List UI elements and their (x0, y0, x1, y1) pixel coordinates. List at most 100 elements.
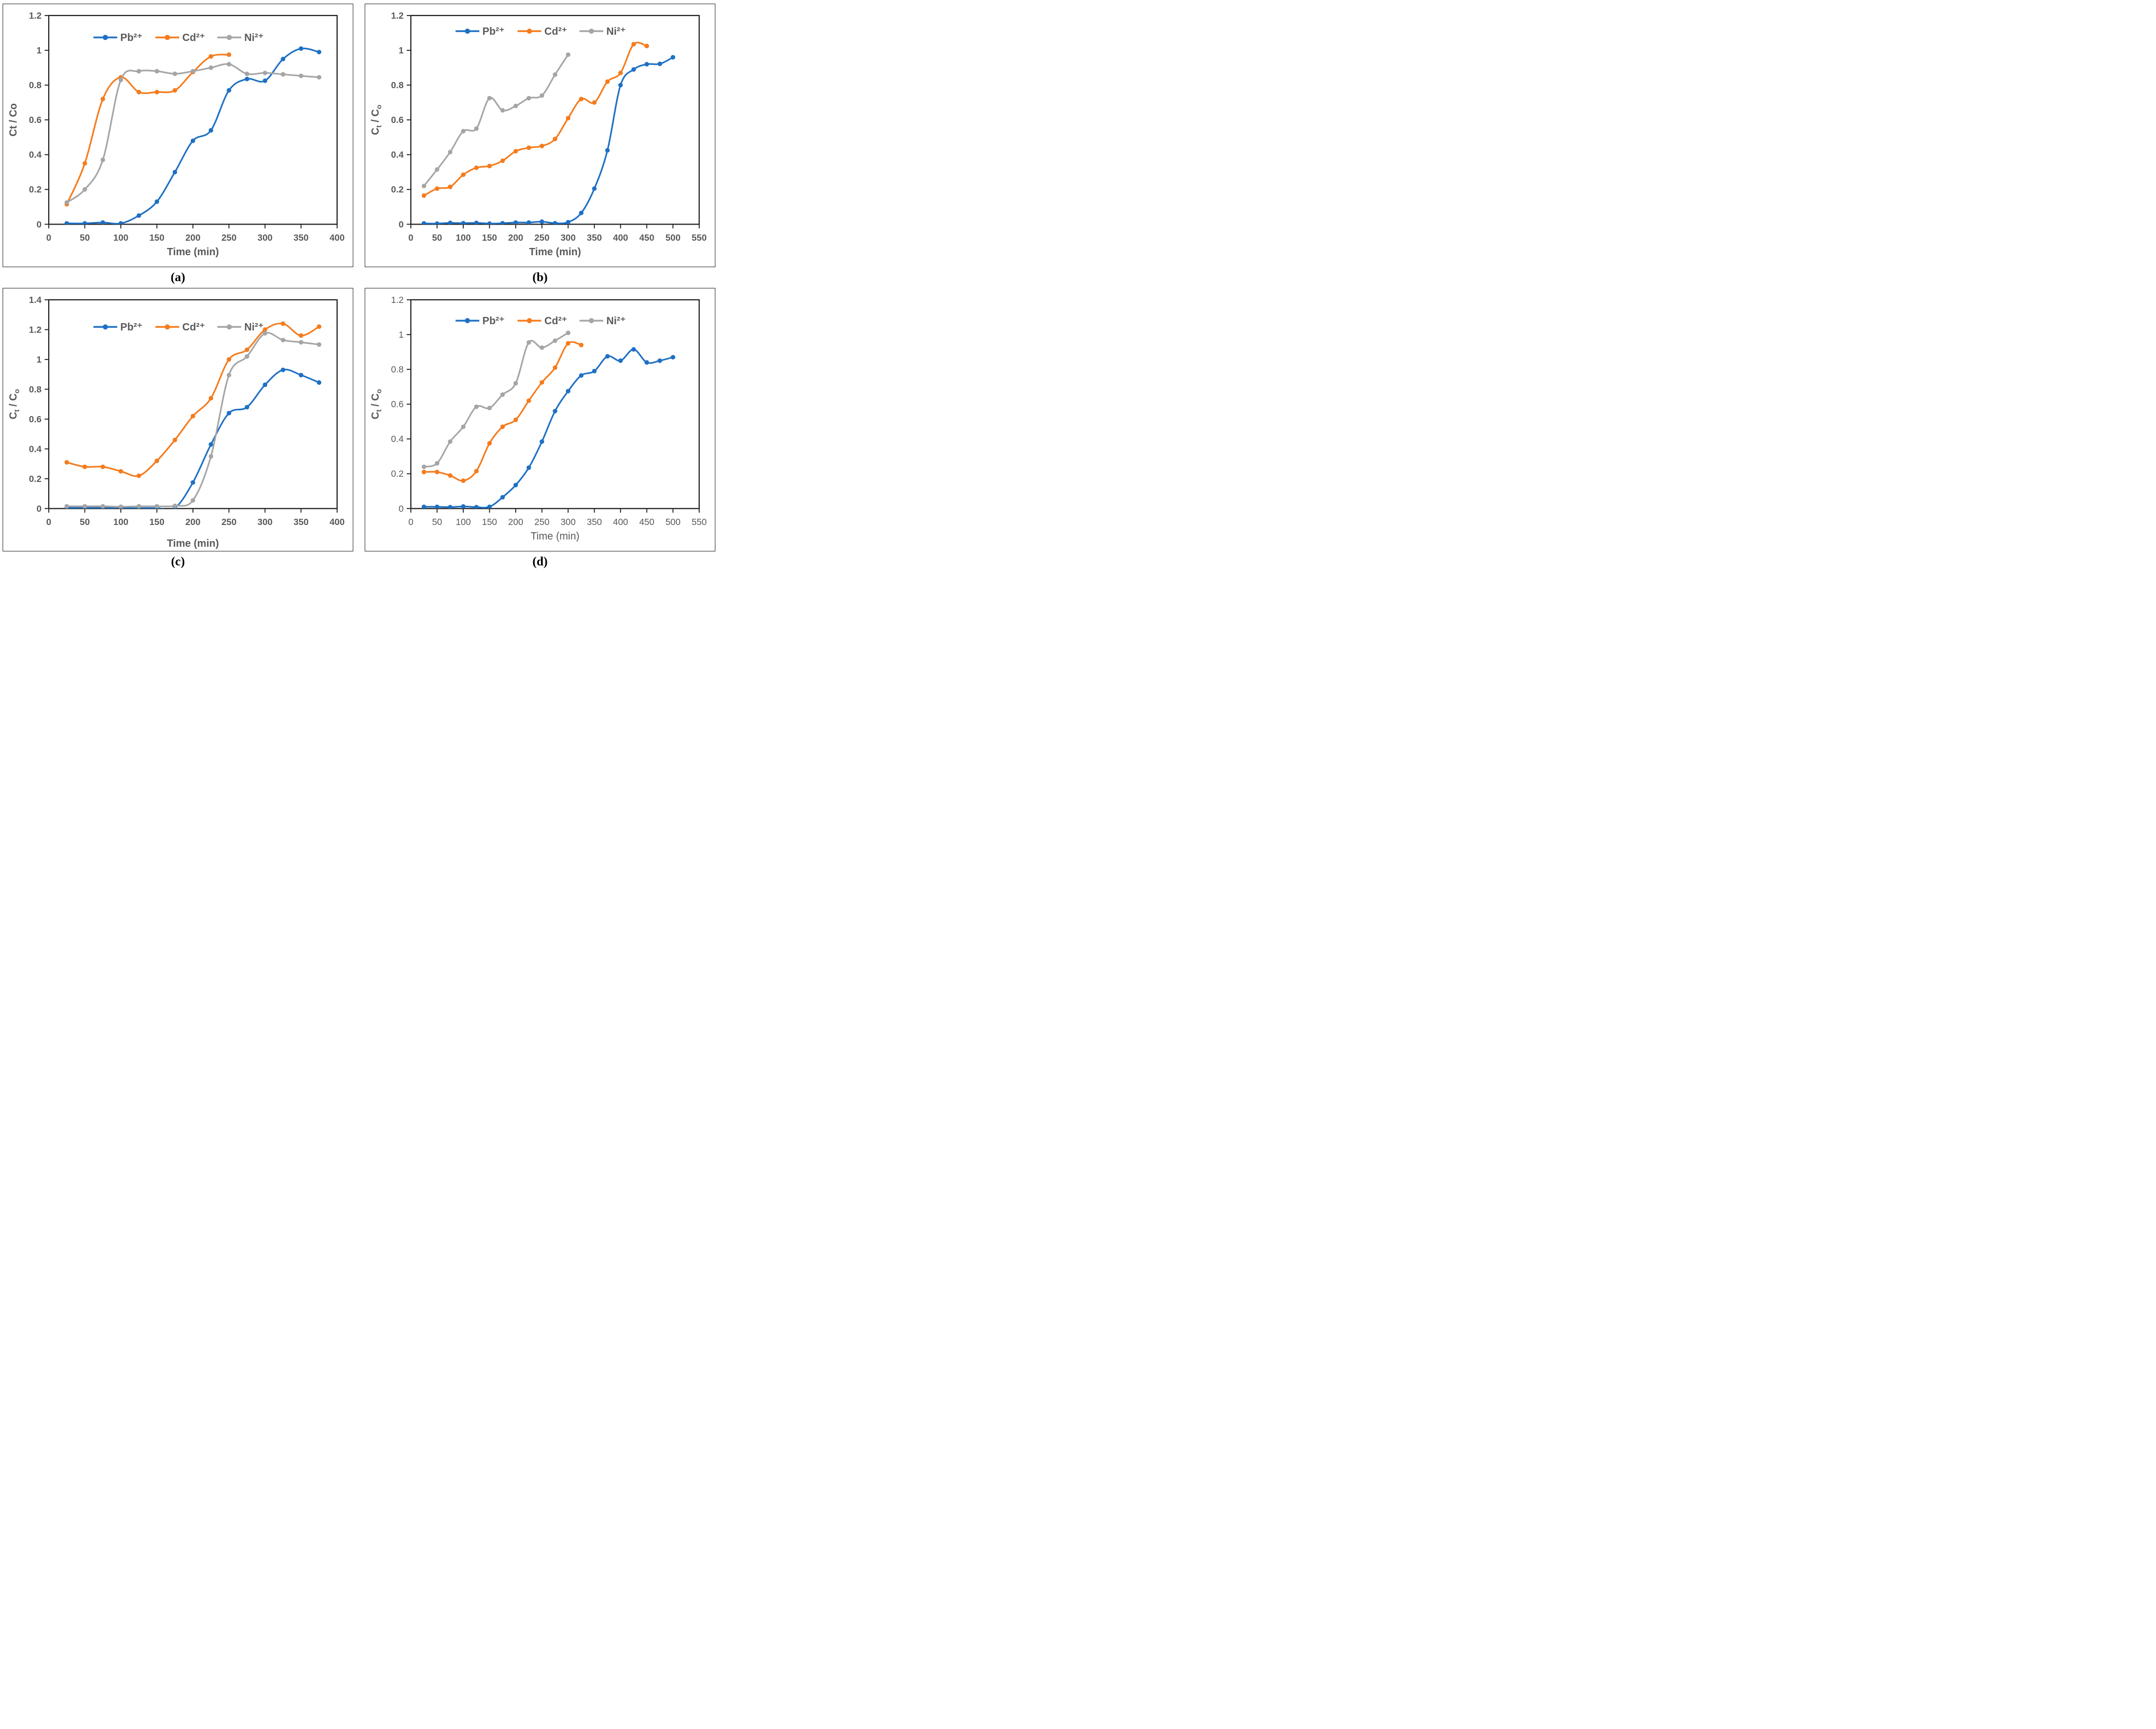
data-point-ni (540, 345, 545, 350)
y-tick-label: 1 (36, 354, 42, 365)
series-group (64, 321, 322, 509)
data-point-pb (435, 221, 439, 225)
caption-d: (d) (532, 555, 548, 569)
x-tick-label: 250 (534, 232, 549, 243)
data-point-pb (657, 61, 662, 66)
x-tick-label: 100 (456, 517, 471, 527)
data-point-ni (421, 184, 426, 188)
data-point-ni (461, 424, 466, 430)
series-line-pb (66, 368, 320, 509)
data-point-pb (209, 128, 214, 133)
x-tick-label: 200 (185, 517, 200, 527)
caption-a: (a) (171, 270, 185, 284)
legend: Pb²⁺ Cd²⁺ Ni²⁺ (455, 315, 626, 327)
data-point-ni (136, 68, 142, 74)
x-axis: 0 50 100 150 200 250 300 350 400 (46, 224, 344, 243)
x-tick-label: 100 (456, 232, 471, 243)
data-point-cd (500, 158, 505, 163)
y-tick-label: 0.2 (29, 474, 42, 484)
data-point-pb (631, 67, 636, 72)
x-tick-label: 300 (561, 232, 576, 243)
data-point-pb (592, 369, 597, 374)
legend-item-pb: Pb²⁺ (455, 26, 505, 37)
chart-canvas-c: 0 50 100 150 200 250 300 350 400 0 0.2 0.4 0.6 0.8 1 1.… (8, 295, 344, 549)
data-point-pb (500, 495, 505, 500)
x-tick-label: 200 (185, 232, 200, 243)
data-point-cd (631, 42, 636, 47)
data-point-ni (316, 75, 322, 80)
series-markers-ni (64, 331, 322, 509)
legend-marker (589, 29, 595, 34)
data-point-pb (100, 220, 105, 225)
y-tick-label: 0.6 (29, 115, 42, 125)
data-point-cd (155, 90, 159, 94)
data-point-pb (82, 221, 87, 225)
data-point-ni (190, 498, 196, 503)
y-tick-label: 0.8 (29, 80, 42, 90)
legend-marker (527, 318, 532, 324)
data-point-cd (540, 144, 545, 148)
data-point-pb (136, 213, 142, 218)
data-point-cd (316, 324, 322, 329)
data-point-cd (244, 347, 250, 352)
data-point-ni (421, 464, 426, 469)
data-point-pb (670, 55, 675, 60)
data-point-pb (64, 221, 70, 225)
data-point-pb (526, 465, 531, 470)
x-tick-label: 250 (534, 517, 549, 527)
data-point-ni (298, 73, 303, 78)
legend-item-ni: Ni²⁺ (579, 26, 626, 37)
data-point-pb (513, 482, 518, 488)
series-markers-pb (421, 347, 675, 509)
y-tick-label: 1 (36, 45, 42, 56)
data-point-cd (474, 468, 479, 474)
data-point-pb (644, 62, 649, 67)
data-point-cd (448, 184, 453, 189)
data-point-ni (64, 200, 70, 205)
data-point-ni (118, 77, 123, 82)
series-line-ni (66, 331, 320, 508)
plot-frame (410, 15, 700, 225)
data-point-cd (64, 460, 70, 465)
data-point-pb (500, 220, 505, 225)
legend-item-ni: Ni²⁺ (217, 32, 264, 44)
data-point-cd (262, 327, 268, 332)
legend-label: Ni²⁺ (606, 26, 626, 37)
legend: Pb²⁺ Cd²⁺ Ni²⁺ (93, 32, 264, 44)
data-point-cd (226, 52, 231, 57)
legend-item-cd: Cd²⁺ (155, 322, 205, 333)
legend-label: Cd²⁺ (544, 315, 567, 327)
legend-label: Ni²⁺ (244, 322, 264, 333)
data-point-ni (487, 95, 492, 101)
y-tick-label: 0.8 (391, 364, 404, 375)
data-point-cd (461, 172, 466, 177)
data-point-pb (226, 88, 231, 93)
data-point-cd (82, 464, 87, 469)
chart-canvas-a: 0 50 100 150 200 250 300 350 400 0 0.2 0.4 0.6 0.8 1 1.… (8, 10, 344, 258)
data-point-pb (298, 46, 303, 51)
x-axis: 0 50 100 150 200 250 300 350 400 (46, 508, 344, 527)
series-markers-pb (64, 46, 322, 225)
y-tick-label: 0.4 (391, 149, 404, 160)
data-point-ni (526, 95, 531, 101)
data-point-cd (526, 145, 531, 150)
data-point-pb (118, 221, 123, 225)
data-point-ni (155, 504, 159, 509)
data-point-pb (618, 82, 623, 88)
series-markers-pb (421, 55, 675, 225)
data-point-pb (461, 220, 466, 225)
series-group (421, 330, 675, 509)
series-markers-ni (421, 52, 571, 188)
data-point-ni (448, 439, 453, 444)
data-point-ni (172, 503, 177, 508)
data-point-cd (421, 469, 426, 475)
series-markers-cd (421, 42, 649, 198)
legend-label: Ni²⁺ (244, 32, 264, 44)
data-point-pb (435, 504, 439, 509)
data-point-pb (631, 347, 636, 352)
x-tick-label: 350 (587, 517, 602, 527)
y-axis: 0 0.2 0.4 0.6 0.8 1 1.2 (391, 10, 411, 229)
legend-marker (164, 324, 170, 330)
series-markers-cd (64, 321, 322, 478)
data-point-cd (526, 398, 531, 403)
